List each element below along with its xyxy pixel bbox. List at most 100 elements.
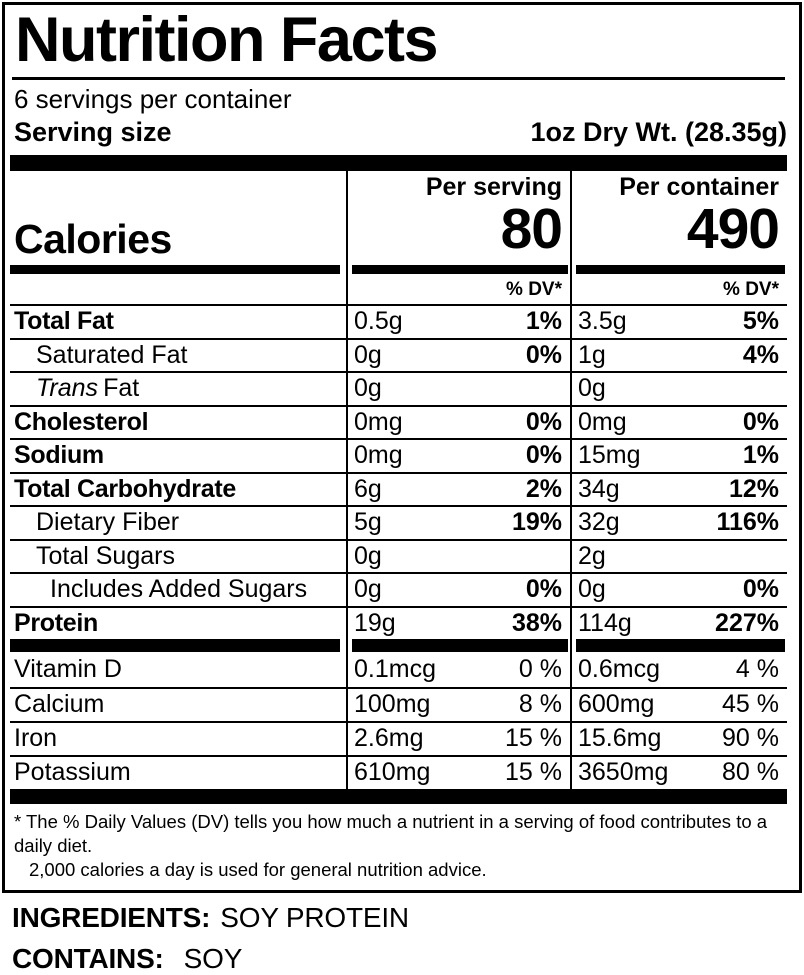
container-amount: 1g (578, 340, 606, 369)
serving-amount: 0g (354, 541, 382, 570)
container-dv: 227% (715, 608, 779, 637)
nutrient-name-cell: Sodium (10, 438, 346, 472)
bar-segment (10, 265, 346, 275)
container-dv: 1% (742, 441, 779, 470)
serving-amount: 100mg (354, 690, 431, 719)
per-serving-cell: 0g 0% (346, 572, 570, 606)
nutrient-name: Vitamin D (14, 655, 122, 684)
calories-label: Calories (14, 216, 172, 263)
thick-bar (10, 639, 340, 653)
per-container-cell: 0g 0% (570, 572, 787, 606)
per-container-cell: 0.6mcg 4 % (570, 653, 787, 688)
dv-header-container-cell: % DV* (570, 275, 787, 305)
per-container-cell: 1g 4% (570, 337, 787, 372)
dv-header-serving: % DV* (506, 279, 562, 301)
container-amount: 0g (578, 575, 606, 604)
nutrient-name-cell: Includes Added Sugars (10, 572, 346, 606)
serving-amount: 0g (354, 374, 382, 403)
per-container-cell: 2g (570, 538, 787, 573)
serving-amount: 0mg (354, 441, 403, 470)
nutrient-name-cell: Dietary Fiber (10, 505, 346, 539)
container-amount: 0mg (578, 407, 627, 436)
container-amount: 2g (578, 541, 606, 570)
per-serving-cell: 0mg 0% (346, 438, 570, 472)
serving-amount: 0g (354, 340, 382, 369)
nutrient-name-cell: Total Fat (10, 304, 346, 338)
per-container-cell: 3.5g 5% (570, 304, 787, 338)
serving-amount: 19g (354, 608, 396, 637)
serving-dv: 15 % (505, 724, 562, 753)
nutrient-name: Sodium (14, 441, 104, 470)
per-serving-cell: 100mg 8 % (346, 687, 570, 722)
container-amount: 3650mg (578, 758, 669, 787)
nutrient-name-cell: Iron (10, 721, 346, 755)
container-dv: 0% (742, 575, 779, 604)
per-serving-cell: 2.6mg 15 % (346, 721, 570, 756)
bar-segment (346, 639, 570, 654)
container-dv: 80 % (722, 758, 779, 787)
per-container-cell: 15.6mg 90 % (570, 721, 787, 756)
nutrient-name: Cholesterol (14, 407, 149, 436)
per-container-header-cell: Per container 490 (570, 171, 787, 266)
per-serving-cell: 0.1mcg 0 % (346, 653, 570, 688)
serving-size-value: 1oz Dry Wt. (28.35g) (530, 117, 787, 148)
servings-per-container: 6 servings per container (14, 84, 292, 114)
nutrient-name: Fat (103, 374, 140, 403)
serving-dv: 0% (525, 575, 562, 604)
serving-dv: 8 % (518, 690, 562, 719)
calories-per-container: 490 (686, 196, 780, 261)
ingredients-label: INGREDIENTS: (12, 902, 211, 934)
nutrient-name-cell: Vitamin D (10, 653, 346, 687)
calories-per-serving: 80 (500, 196, 563, 261)
container-amount: 0g (578, 374, 606, 403)
dv-header-container: % DV* (723, 279, 779, 301)
per-container-cell: 32g 116% (570, 505, 787, 539)
contains-label: CONTAINS: (12, 943, 164, 975)
nutrient-name-cell: Total Carbohydrate (10, 471, 346, 506)
nutrient-name: Total Carbohydrate (14, 474, 236, 503)
footnote-line-2: 2,000 calories a day is used for general… (29, 858, 487, 880)
container-amount: 15mg (578, 441, 641, 470)
serving-amount: 0g (354, 575, 382, 604)
serving-dv: 0% (525, 407, 562, 436)
bar-segment (570, 639, 787, 654)
per-serving-cell: 5g 19% (346, 505, 570, 539)
container-amount: 0.6mcg (578, 655, 660, 684)
per-serving-header-cell: Per serving 80 (346, 171, 570, 266)
nutrient-name-cell: Trans Fat (10, 371, 346, 405)
container-dv: 45 % (722, 690, 779, 719)
serving-dv: 0 % (518, 655, 562, 684)
serving-amount: 0mg (354, 407, 403, 436)
per-container-cell: 34g 12% (570, 471, 787, 506)
per-serving-cell: 0g (346, 538, 570, 573)
nutrient-name-italic: Trans (36, 374, 99, 403)
serving-dv: 2% (525, 474, 562, 503)
serving-size-line: Serving size 1oz Dry Wt. (28.35g) (10, 115, 787, 151)
per-serving-cell: 19g 38% (346, 605, 570, 640)
nutrient-name: Calcium (14, 690, 105, 719)
dv-header-serving-cell: % DV* (346, 275, 570, 305)
nutrient-name-cell: Protein (10, 605, 346, 640)
container-dv: 12% (728, 474, 779, 503)
nutrient-name-cell: Calcium (10, 687, 346, 721)
bar-segment (570, 265, 787, 276)
serving-amount: 610mg (354, 758, 431, 787)
nutrient-name: Iron (14, 724, 58, 753)
container-amount: 3.5g (578, 307, 627, 336)
per-serving-cell: 610mg 15 % (346, 755, 570, 790)
per-container-cell: 15mg 1% (570, 438, 787, 472)
per-serving-cell: 0g (346, 371, 570, 405)
serving-size-label: Serving size (14, 117, 172, 148)
per-container-cell: 600mg 45 % (570, 687, 787, 722)
ingredients-line: INGREDIENTS: SOY PROTEIN (2, 902, 802, 934)
per-container-cell: 0mg 0% (570, 404, 787, 439)
container-dv: 5% (742, 307, 779, 336)
per-serving-cell: 0g 0% (346, 337, 570, 372)
serving-amount: 6g (354, 474, 382, 503)
thick-divider-bar-top (10, 155, 787, 172)
nutrient-name-cell: Potassium (10, 755, 346, 789)
container-amount: 34g (578, 474, 620, 503)
nutrient-name: Saturated Fat (36, 340, 188, 369)
contains-line: CONTAINS: SOY (2, 943, 802, 975)
